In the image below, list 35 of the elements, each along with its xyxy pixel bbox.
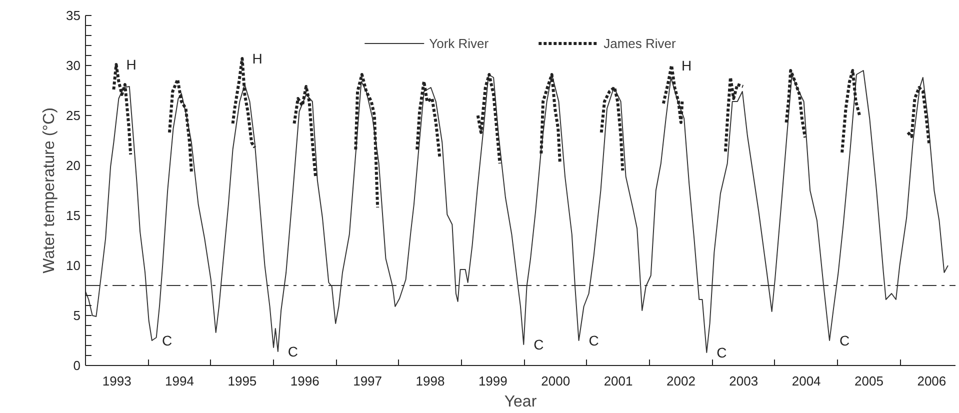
x-tick-label: 1995: [228, 374, 257, 388]
x-tick-label: 1997: [353, 374, 382, 388]
legend-label: James River: [604, 36, 676, 50]
y-tick-label: 20: [66, 158, 81, 173]
x-tick-label: 2002: [666, 374, 696, 388]
annotation: C: [162, 332, 172, 348]
annotation: C: [534, 336, 544, 352]
x-tick-label: 2000: [541, 374, 570, 388]
x-tick-label: 2006: [917, 374, 946, 388]
y-tick-label: 5: [73, 308, 81, 323]
annotation: H: [252, 50, 262, 66]
y-tick-label: 30: [66, 58, 81, 73]
x-tick-label: 1999: [478, 374, 508, 388]
annotation: C: [588, 332, 599, 348]
annotation: H: [682, 58, 692, 74]
annotation: C: [716, 344, 727, 360]
legend-label: York River: [429, 36, 489, 50]
annotation: C: [840, 332, 850, 348]
y-tick-label: 0: [73, 358, 81, 373]
x-tick-label: 1993: [102, 374, 132, 388]
y-tick-label: 10: [66, 258, 81, 273]
x-tick-label: 1994: [165, 374, 194, 388]
x-tick-label: 2001: [604, 374, 633, 388]
y-tick-label: 35: [66, 8, 81, 23]
annotation: C: [288, 344, 298, 360]
y-axis-title: Water temperature (°C): [41, 108, 58, 274]
y-tick-label: 25: [66, 108, 81, 123]
x-axis-title: Year: [504, 394, 538, 410]
x-tick-label: 1996: [290, 374, 320, 388]
x-tick-label: 2003: [729, 374, 758, 388]
x-tick-label: 2004: [792, 374, 821, 388]
x-tick-label: 2005: [854, 374, 884, 388]
x-tick-label: 1998: [416, 374, 445, 388]
annotation: H: [126, 56, 136, 72]
y-tick-label: 15: [66, 208, 81, 223]
